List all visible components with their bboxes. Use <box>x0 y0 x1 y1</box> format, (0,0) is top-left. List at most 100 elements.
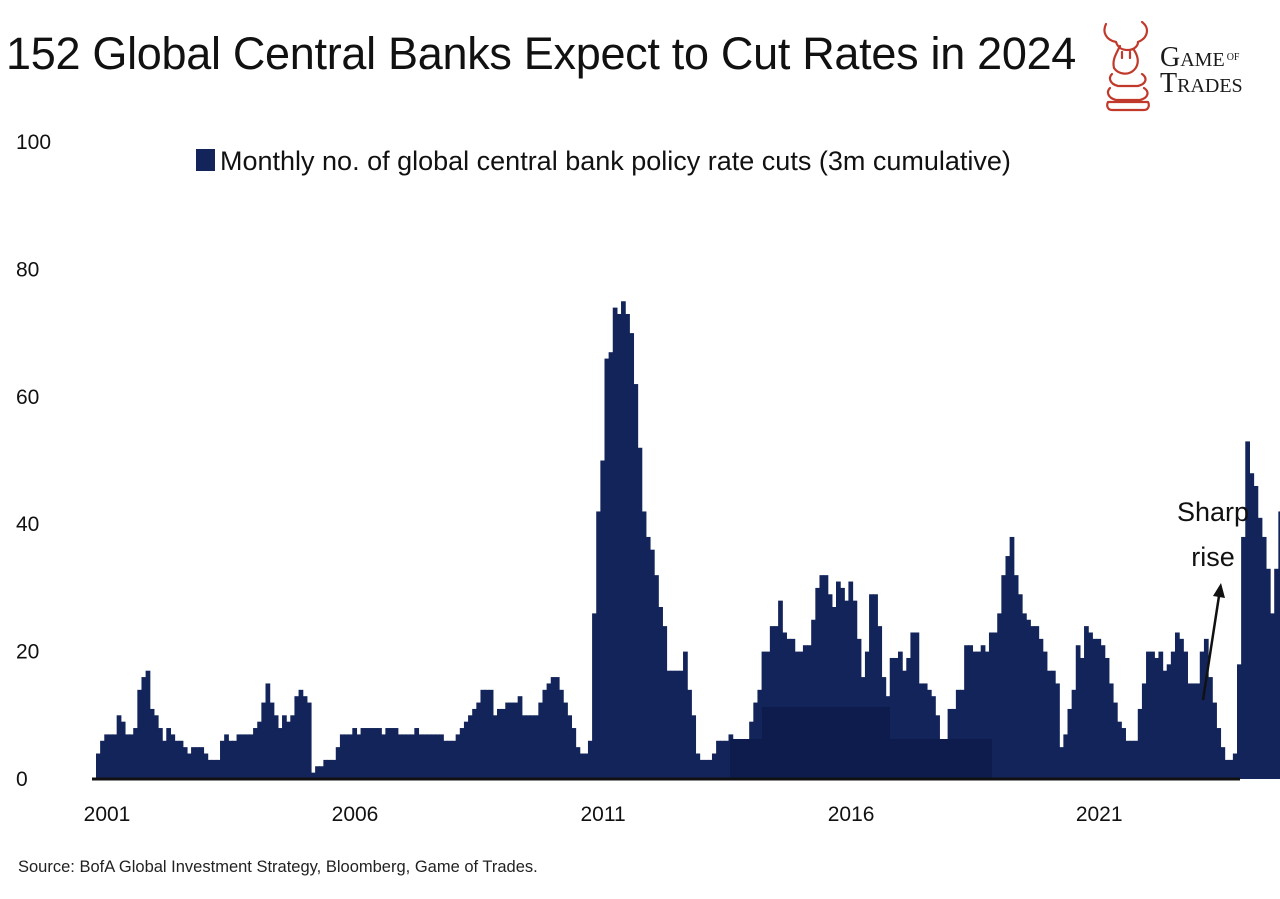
bar <box>1133 740 1139 779</box>
bar <box>1071 689 1077 779</box>
bar <box>277 728 283 779</box>
bar <box>414 728 420 779</box>
bar <box>1146 651 1151 779</box>
bar <box>232 740 238 779</box>
bar <box>463 721 469 779</box>
bar <box>1241 536 1246 779</box>
bar <box>629 333 635 779</box>
bar <box>889 657 895 779</box>
bar <box>1046 670 1052 779</box>
bar <box>1005 556 1011 779</box>
bar <box>525 715 531 779</box>
bar <box>174 740 180 779</box>
bar <box>960 689 965 779</box>
bar <box>534 715 539 779</box>
bar <box>662 626 668 779</box>
bar <box>364 728 370 779</box>
bar <box>434 734 440 779</box>
bar <box>823 575 829 779</box>
bar <box>286 721 291 779</box>
bar <box>100 740 105 779</box>
bar <box>96 753 101 779</box>
bar <box>1220 747 1226 779</box>
bar <box>505 702 510 779</box>
y-tick-label: 40 <box>16 513 39 536</box>
bar <box>844 600 849 779</box>
bar <box>348 734 353 779</box>
bar <box>1009 536 1015 779</box>
y-tick-label: 60 <box>16 386 39 409</box>
bar <box>422 734 428 779</box>
bar <box>645 536 651 779</box>
legend-swatch <box>196 149 215 171</box>
bar <box>1174 632 1180 779</box>
bar <box>530 715 535 779</box>
bar <box>108 734 114 779</box>
bar <box>1228 759 1234 779</box>
bar <box>1079 657 1085 779</box>
bar <box>220 740 225 779</box>
bar <box>827 594 833 779</box>
bar <box>964 645 969 779</box>
bar <box>678 670 684 779</box>
bar <box>1108 683 1114 779</box>
bar <box>649 549 655 779</box>
bar <box>869 594 874 779</box>
bar <box>836 581 841 779</box>
bar <box>381 734 386 779</box>
bar <box>352 728 358 779</box>
bar <box>236 734 242 779</box>
bar <box>1129 740 1135 779</box>
bar <box>782 632 787 779</box>
bar <box>393 728 399 779</box>
bar <box>447 740 453 779</box>
y-tick-label: 0 <box>16 768 28 791</box>
bar <box>707 759 713 779</box>
bar <box>720 740 725 779</box>
bar <box>567 715 573 779</box>
bar <box>819 575 825 779</box>
bar <box>182 747 188 779</box>
bar <box>253 728 258 779</box>
bar <box>170 734 176 779</box>
bar <box>600 460 606 779</box>
bar <box>248 734 254 779</box>
bar <box>1224 759 1230 779</box>
bar <box>224 734 229 779</box>
bar <box>372 728 378 779</box>
bar <box>955 689 961 779</box>
bar <box>1154 657 1160 779</box>
bar <box>554 677 560 779</box>
bar <box>1055 683 1060 779</box>
source-note: Source: BofA Global Investment Strategy,… <box>18 858 538 876</box>
bar <box>993 632 998 779</box>
bar <box>141 677 147 779</box>
bar <box>310 772 316 779</box>
bar <box>596 511 601 779</box>
bar <box>410 734 415 779</box>
bar <box>612 307 618 779</box>
bar <box>430 734 436 779</box>
bar <box>997 613 1002 779</box>
legend-label: Monthly no. of global central bank polic… <box>220 146 1011 176</box>
bar <box>1183 651 1188 779</box>
bar <box>670 670 676 779</box>
bar <box>893 657 899 779</box>
bar <box>840 587 845 779</box>
bar <box>1166 664 1172 779</box>
x-tick-label: 2006 <box>332 803 379 826</box>
bar <box>265 683 271 779</box>
bar <box>922 683 928 779</box>
y-axis-ticks: 0 20 40 60 80 100 <box>16 131 51 791</box>
bar <box>191 747 196 779</box>
bar <box>926 689 932 779</box>
bar <box>1137 708 1143 779</box>
bar <box>691 715 697 779</box>
bar <box>1088 632 1093 779</box>
bar <box>282 715 287 779</box>
bar <box>1084 626 1089 779</box>
bar <box>1117 721 1122 779</box>
bar <box>579 753 585 779</box>
annotation-line-1: Sharp <box>1177 497 1249 527</box>
